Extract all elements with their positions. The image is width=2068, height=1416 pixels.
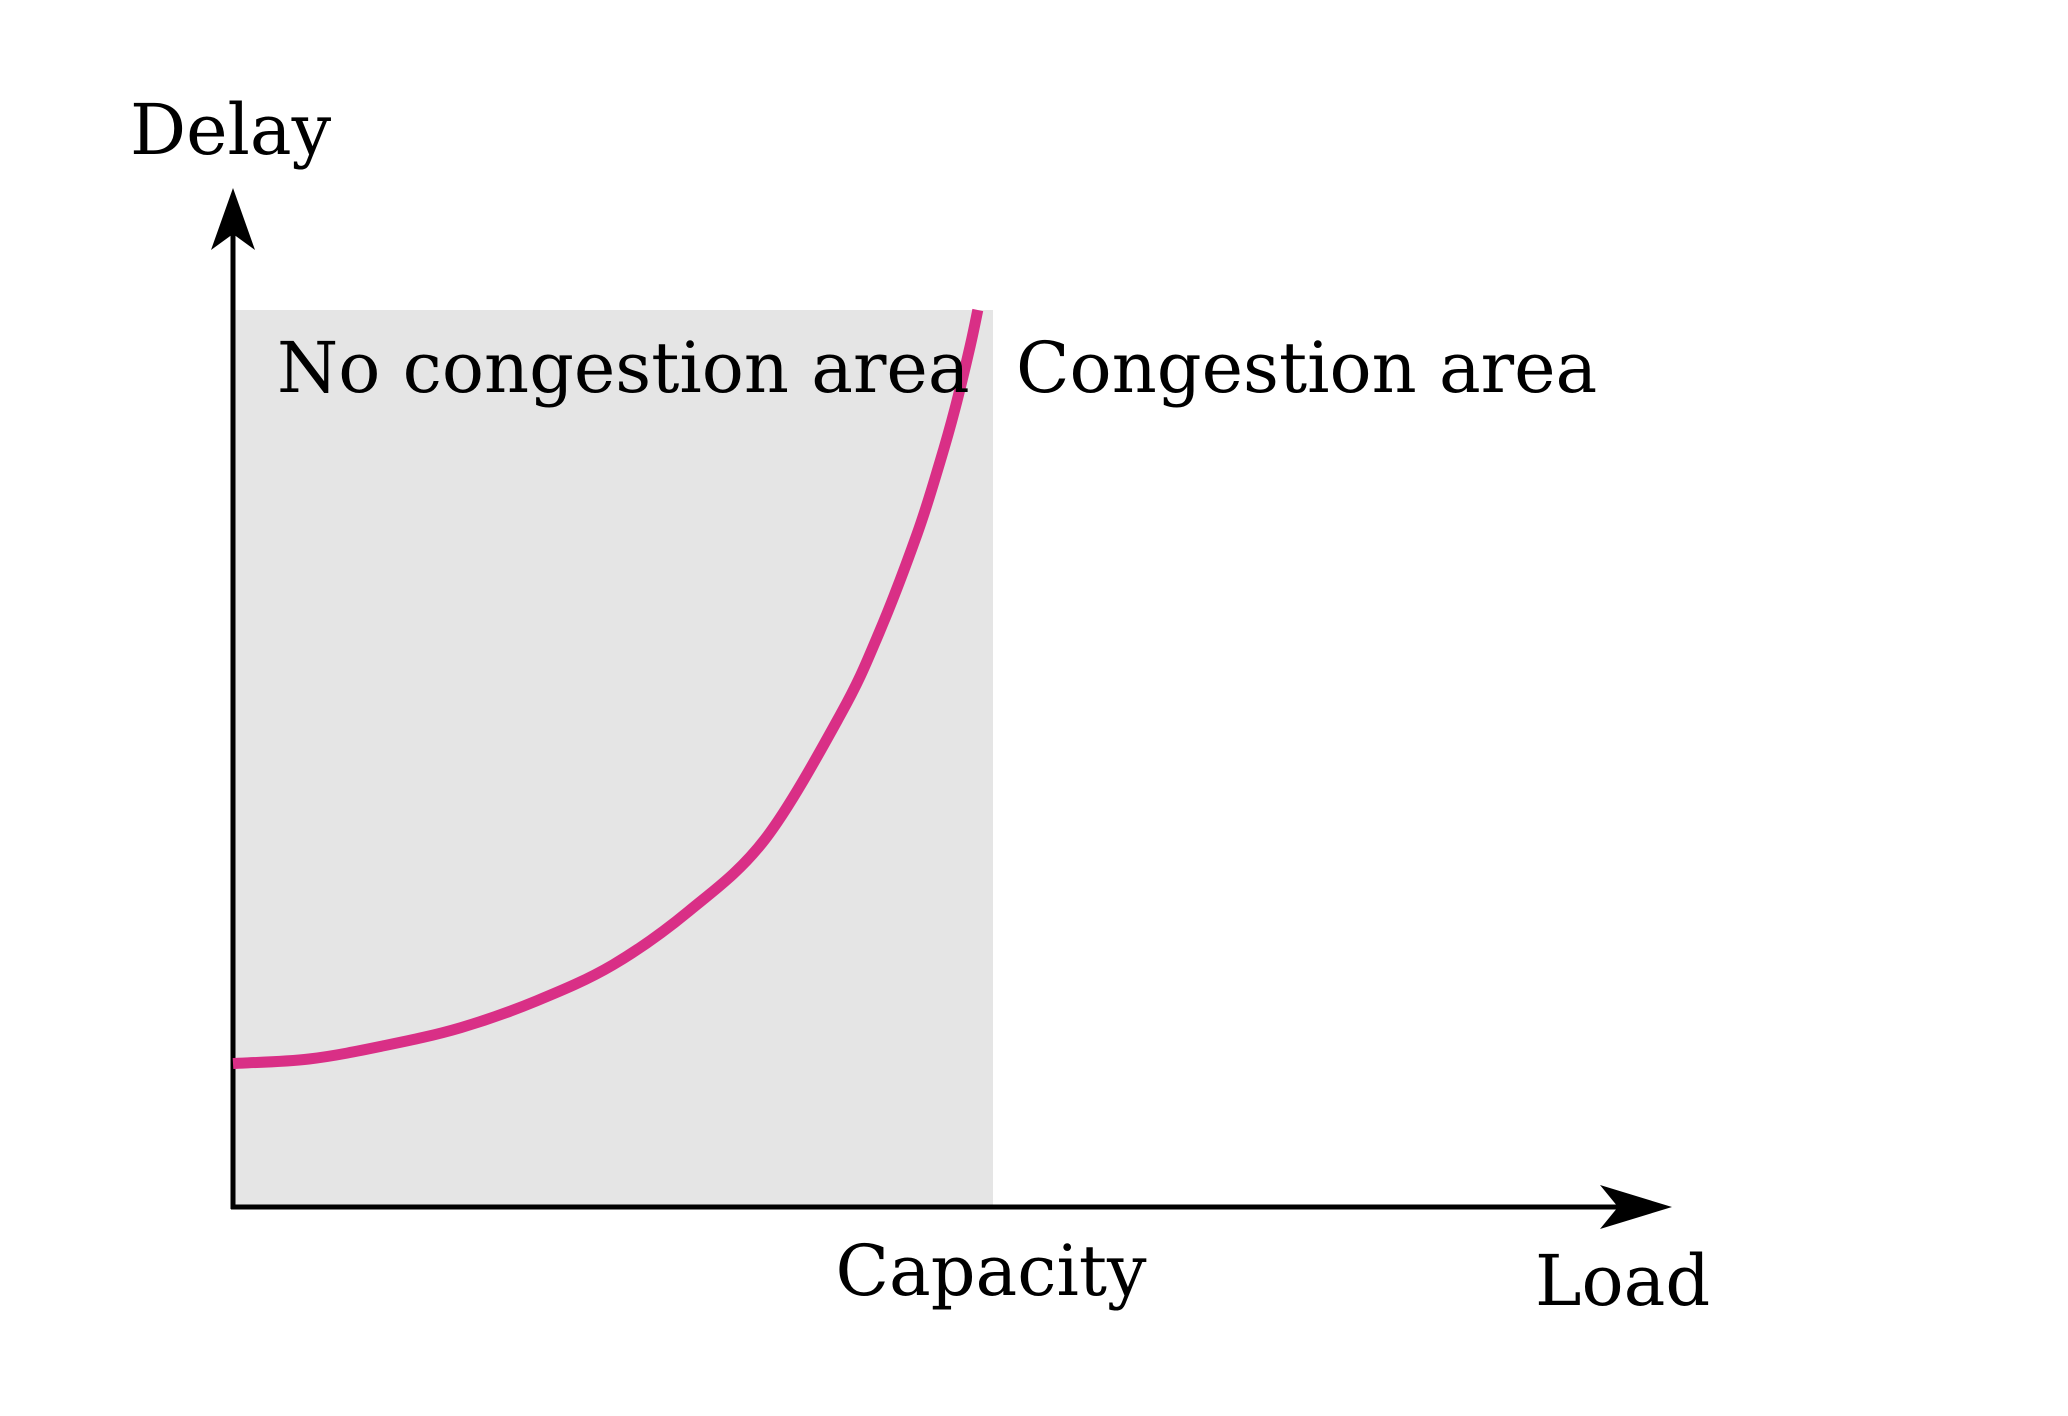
no-congestion-area-label: No congestion area bbox=[277, 327, 970, 409]
x-axis-label: Load bbox=[1535, 1240, 1710, 1322]
y-axis-label: Delay bbox=[130, 89, 332, 171]
no-congestion-region bbox=[233, 310, 993, 1207]
congestion-area-label: Congestion area bbox=[1016, 327, 1597, 409]
y-axis-arrowhead bbox=[211, 188, 255, 250]
x-axis-arrowhead bbox=[1600, 1185, 1672, 1229]
capacity-label: Capacity bbox=[835, 1230, 1147, 1312]
delay-curve bbox=[232, 308, 984, 1069]
